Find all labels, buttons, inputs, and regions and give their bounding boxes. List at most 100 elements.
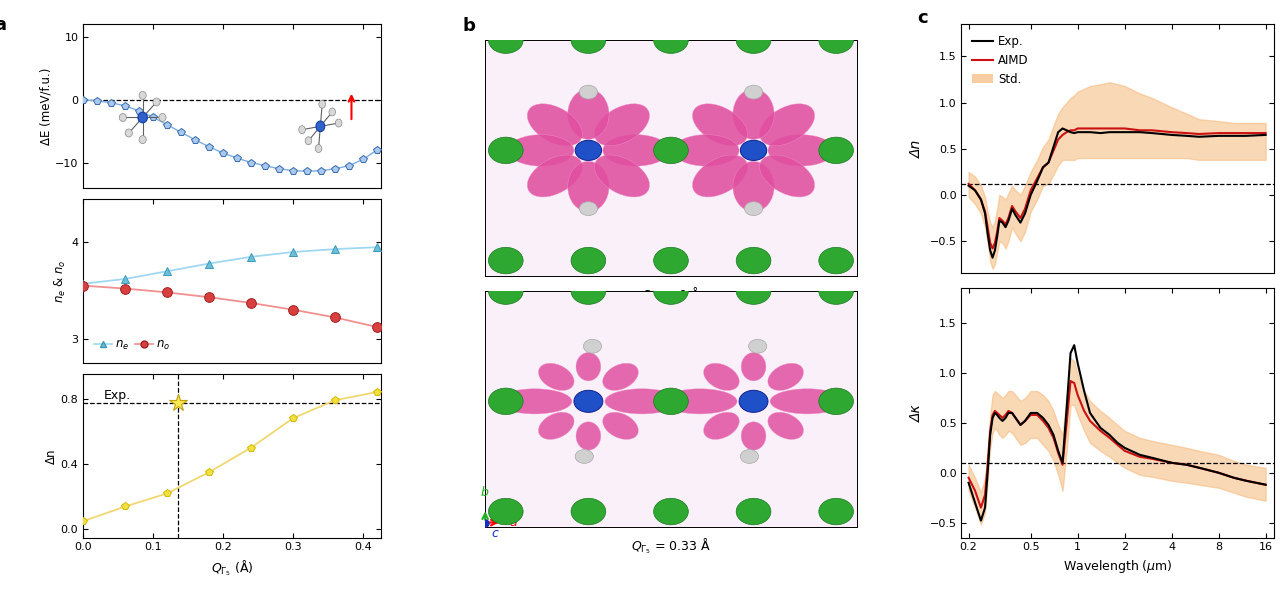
- Ellipse shape: [498, 389, 572, 414]
- Text: $b$: $b$: [480, 485, 490, 499]
- AIMD: [1029, 175, 1044, 182]
- Circle shape: [745, 202, 763, 216]
- Ellipse shape: [539, 413, 575, 440]
- Exp.: [1226, 132, 1242, 140]
- Circle shape: [736, 27, 771, 53]
- Exp.: [1005, 205, 1020, 213]
- Ellipse shape: [704, 363, 740, 390]
- Text: $a$: $a$: [509, 516, 518, 529]
- Ellipse shape: [576, 422, 600, 450]
- Text: Exp.: Exp.: [104, 389, 132, 402]
- Line: Exp.: Exp.: [969, 129, 1266, 258]
- Exp.: [998, 223, 1014, 231]
- Exp.: [1012, 219, 1028, 226]
- AIMD: [961, 180, 977, 187]
- AIMD: [1051, 136, 1066, 143]
- Exp.: [995, 219, 1010, 226]
- Circle shape: [745, 85, 763, 99]
- Exp.: [1059, 127, 1074, 134]
- AIMD: [980, 223, 996, 231]
- AIMD: [1007, 208, 1023, 215]
- Ellipse shape: [527, 155, 582, 197]
- Ellipse shape: [741, 353, 765, 381]
- Circle shape: [571, 498, 605, 525]
- Ellipse shape: [759, 104, 814, 146]
- Exp.: [1144, 129, 1160, 137]
- Circle shape: [736, 248, 771, 274]
- Circle shape: [662, 390, 680, 403]
- Ellipse shape: [692, 155, 748, 197]
- AIMD: [1239, 129, 1254, 137]
- Circle shape: [740, 140, 767, 161]
- Circle shape: [654, 278, 689, 304]
- Ellipse shape: [733, 161, 774, 212]
- Exp.: [992, 217, 1007, 225]
- AIMD: [1070, 125, 1085, 132]
- AIMD: [1059, 129, 1074, 136]
- Circle shape: [575, 140, 602, 161]
- Exp.: [1192, 133, 1207, 140]
- Ellipse shape: [603, 135, 669, 166]
- Legend: $n_e$, $n_o$: $n_e$, $n_o$: [90, 333, 175, 357]
- Circle shape: [573, 390, 603, 413]
- AIMD: [983, 239, 998, 246]
- AIMD: [978, 208, 993, 215]
- Circle shape: [819, 248, 854, 274]
- AIMD: [1258, 129, 1274, 137]
- X-axis label: Wavelength ($\mu$m): Wavelength ($\mu$m): [1062, 558, 1172, 575]
- Exp.: [1046, 143, 1061, 150]
- Exp.: [987, 246, 1002, 254]
- Exp.: [989, 233, 1005, 240]
- Ellipse shape: [692, 104, 748, 146]
- Circle shape: [654, 27, 689, 53]
- Ellipse shape: [733, 89, 774, 140]
- Exp.: [1023, 191, 1038, 199]
- Exp.: [1051, 129, 1066, 136]
- Ellipse shape: [759, 155, 814, 197]
- Exp.: [1055, 125, 1070, 132]
- Y-axis label: Δn: Δn: [45, 448, 58, 463]
- AIMD: [1036, 164, 1051, 171]
- AIMD: [989, 228, 1005, 236]
- AIMD: [1005, 202, 1020, 210]
- Text: b: b: [463, 16, 476, 34]
- Circle shape: [489, 27, 524, 53]
- AIMD: [1041, 159, 1056, 166]
- Circle shape: [819, 278, 854, 304]
- Circle shape: [820, 143, 838, 157]
- Circle shape: [819, 137, 854, 164]
- Ellipse shape: [527, 104, 582, 146]
- AIMD: [1093, 125, 1108, 132]
- Circle shape: [654, 137, 689, 164]
- Circle shape: [668, 143, 686, 157]
- Circle shape: [827, 390, 845, 403]
- AIMD: [1001, 214, 1016, 222]
- AIMD: [995, 217, 1010, 225]
- Circle shape: [489, 137, 524, 164]
- Circle shape: [575, 449, 594, 463]
- Circle shape: [489, 388, 524, 414]
- X-axis label: $Q_{\Gamma_5}$ (Å): $Q_{\Gamma_5}$ (Å): [211, 558, 253, 577]
- AIMD: [1192, 130, 1207, 138]
- AIMD: [1046, 147, 1061, 154]
- Circle shape: [580, 202, 598, 216]
- Exp.: [1041, 159, 1056, 166]
- Exp.: [1110, 129, 1125, 136]
- Ellipse shape: [508, 135, 573, 166]
- Circle shape: [654, 498, 689, 525]
- Circle shape: [580, 85, 598, 99]
- AIMD: [1066, 127, 1082, 134]
- Exp.: [978, 210, 993, 217]
- AIMD: [1055, 131, 1070, 138]
- Exp.: [1062, 129, 1078, 136]
- Exp.: [1132, 129, 1147, 136]
- Exp.: [1007, 211, 1023, 219]
- Y-axis label: Δκ: Δκ: [910, 404, 924, 422]
- AIMD: [968, 187, 983, 194]
- Exp.: [1211, 132, 1226, 140]
- Ellipse shape: [741, 422, 765, 450]
- Ellipse shape: [704, 413, 740, 440]
- Exp.: [1070, 129, 1085, 136]
- Text: $c$: $c$: [492, 527, 499, 541]
- Exp.: [980, 230, 996, 237]
